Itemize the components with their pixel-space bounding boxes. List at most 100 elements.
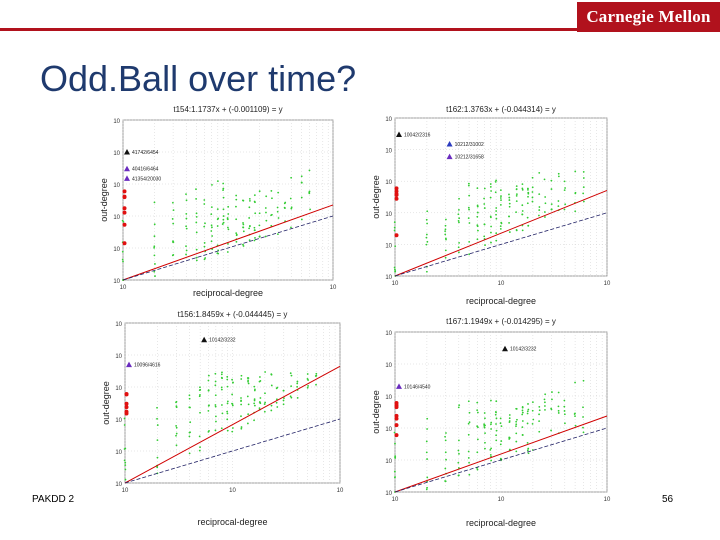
data-point — [156, 465, 159, 468]
data-point — [393, 431, 396, 434]
data-point — [124, 461, 127, 464]
x-tick-label: 10 — [604, 281, 611, 287]
data-point — [550, 407, 553, 410]
data-point — [188, 397, 191, 400]
data-point — [495, 439, 498, 442]
data-point — [515, 440, 518, 443]
data-point — [444, 480, 446, 482]
data-point — [476, 224, 479, 226]
data-point — [489, 453, 492, 456]
data-point — [216, 208, 219, 211]
data-point — [557, 200, 560, 202]
data-point — [467, 400, 470, 403]
data-point — [483, 207, 486, 209]
outlier-point — [122, 210, 127, 215]
data-point — [253, 226, 256, 229]
data-point — [264, 207, 267, 209]
data-point — [425, 440, 428, 443]
data-point — [290, 374, 293, 377]
data-point — [211, 235, 214, 237]
data-point — [253, 419, 255, 422]
data-point — [499, 417, 502, 420]
data-point — [582, 186, 585, 189]
y-tick-label: 10 — [115, 354, 122, 360]
data-point — [508, 196, 511, 199]
data-point — [495, 207, 498, 209]
outlier-point — [394, 189, 399, 194]
data-point — [468, 421, 471, 424]
data-point — [557, 205, 560, 207]
data-point — [476, 409, 479, 412]
data-point — [122, 260, 124, 263]
data-point — [495, 423, 497, 425]
header-rule — [0, 28, 577, 31]
data-point — [490, 399, 492, 402]
data-point — [483, 223, 486, 226]
data-point — [394, 268, 396, 271]
data-point — [544, 393, 547, 396]
data-point — [500, 222, 503, 225]
y-tick-label: 10 — [385, 363, 392, 369]
data-point — [290, 207, 293, 210]
reference-line — [124, 418, 341, 484]
data-point — [574, 412, 576, 415]
y-tick-label: 10 — [115, 418, 122, 424]
data-point — [551, 398, 553, 401]
data-point — [240, 397, 242, 399]
anomaly-label: 10142/3232 — [510, 347, 537, 353]
data-point — [289, 395, 292, 398]
data-point — [315, 374, 318, 377]
data-point — [235, 234, 238, 237]
data-point — [124, 447, 127, 450]
data-point — [467, 433, 470, 436]
data-point — [526, 412, 529, 415]
data-point — [515, 423, 518, 426]
data-point — [259, 397, 262, 399]
data-point — [483, 187, 486, 190]
data-point — [240, 427, 243, 430]
data-point — [198, 395, 201, 398]
x-tick-label: 10 — [122, 488, 129, 494]
y-axis-label: out-degree — [101, 381, 111, 425]
data-point — [284, 201, 287, 204]
slide-title: Odd.Ball over time? — [40, 58, 357, 99]
data-point — [185, 249, 188, 252]
data-point — [306, 386, 309, 389]
data-point — [526, 216, 529, 219]
outlier-point — [122, 206, 127, 211]
y-tick-label: 10 — [113, 183, 120, 189]
data-point — [242, 245, 245, 247]
anomaly-marker — [446, 153, 453, 160]
data-point — [444, 439, 447, 442]
data-point — [276, 406, 279, 408]
chart-title: t167:1.1949x + (-0.014295) = y — [446, 317, 556, 326]
anomaly-marker — [124, 165, 130, 172]
anomaly-label: 40416/6464 — [132, 167, 159, 173]
data-point — [203, 258, 206, 261]
data-point — [207, 404, 210, 407]
outlier-point — [394, 433, 399, 438]
data-point — [425, 218, 428, 221]
data-point — [467, 457, 470, 459]
data-point — [484, 432, 486, 435]
data-point — [489, 196, 492, 199]
anomaly-label: 41354/20030 — [132, 176, 161, 182]
y-tick-label: 10 — [385, 491, 392, 497]
data-point — [198, 435, 201, 438]
y-tick-label: 10 — [385, 212, 392, 218]
data-point — [222, 182, 225, 185]
data-point — [484, 417, 486, 420]
data-point — [214, 405, 217, 408]
data-point — [538, 405, 541, 408]
x-tick-label: 10 — [229, 488, 236, 494]
data-point — [123, 424, 126, 426]
data-point — [226, 410, 229, 413]
data-point — [476, 468, 479, 471]
data-point — [495, 232, 498, 235]
data-point — [476, 425, 479, 427]
data-point — [521, 204, 524, 207]
reference-line — [122, 215, 334, 281]
data-point — [499, 225, 502, 227]
data-point — [222, 189, 224, 192]
data-point — [271, 197, 273, 200]
